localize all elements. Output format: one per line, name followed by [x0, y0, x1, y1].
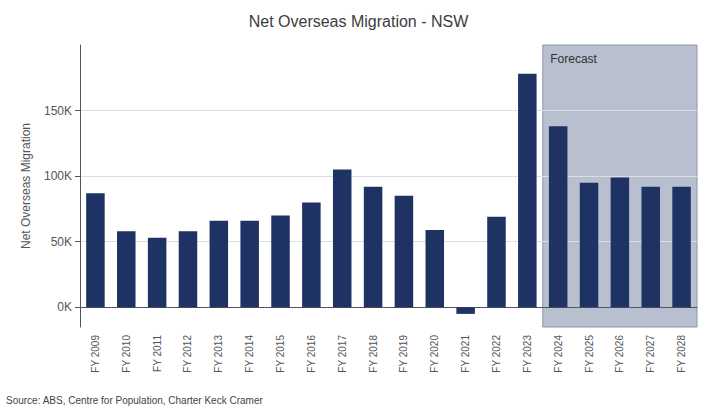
svg-text:Net Overseas Migration: Net Overseas Migration	[19, 123, 33, 249]
svg-text:FY 2022: FY 2022	[491, 335, 502, 373]
svg-text:FY 2020: FY 2020	[429, 335, 440, 373]
svg-text:0K: 0K	[57, 300, 72, 314]
svg-text:FY 2014: FY 2014	[244, 335, 255, 373]
svg-text:FY 2017: FY 2017	[337, 335, 348, 373]
svg-text:FY 2023: FY 2023	[522, 335, 533, 373]
svg-text:FY 2024: FY 2024	[553, 335, 564, 373]
svg-text:FY 2021: FY 2021	[460, 335, 471, 373]
svg-text:150K: 150K	[44, 104, 72, 118]
svg-text:FY 2019: FY 2019	[398, 335, 409, 373]
svg-text:Net Overseas Migration - NSW: Net Overseas Migration - NSW	[249, 13, 470, 30]
svg-text:FY 2013: FY 2013	[213, 335, 224, 373]
svg-text:FY 2016: FY 2016	[306, 335, 317, 373]
svg-text:100K: 100K	[44, 169, 72, 183]
svg-text:FY 2015: FY 2015	[275, 335, 286, 373]
svg-text:FY 2028: FY 2028	[676, 335, 687, 373]
svg-text:FY 2025: FY 2025	[584, 335, 595, 373]
svg-text:FY 2026: FY 2026	[614, 335, 625, 373]
svg-text:FY 2011: FY 2011	[152, 335, 163, 372]
svg-text:FY 2009: FY 2009	[90, 335, 101, 373]
svg-text:50K: 50K	[51, 235, 72, 249]
svg-text:Source: ABS, Centre for Popula: Source: ABS, Centre for Population, Char…	[6, 395, 263, 406]
svg-text:FY 2018: FY 2018	[368, 335, 379, 373]
svg-text:FY 2027: FY 2027	[645, 335, 656, 373]
svg-text:Forecast: Forecast	[550, 52, 597, 66]
svg-text:FY 2010: FY 2010	[121, 335, 132, 373]
svg-text:FY 2012: FY 2012	[182, 335, 193, 373]
